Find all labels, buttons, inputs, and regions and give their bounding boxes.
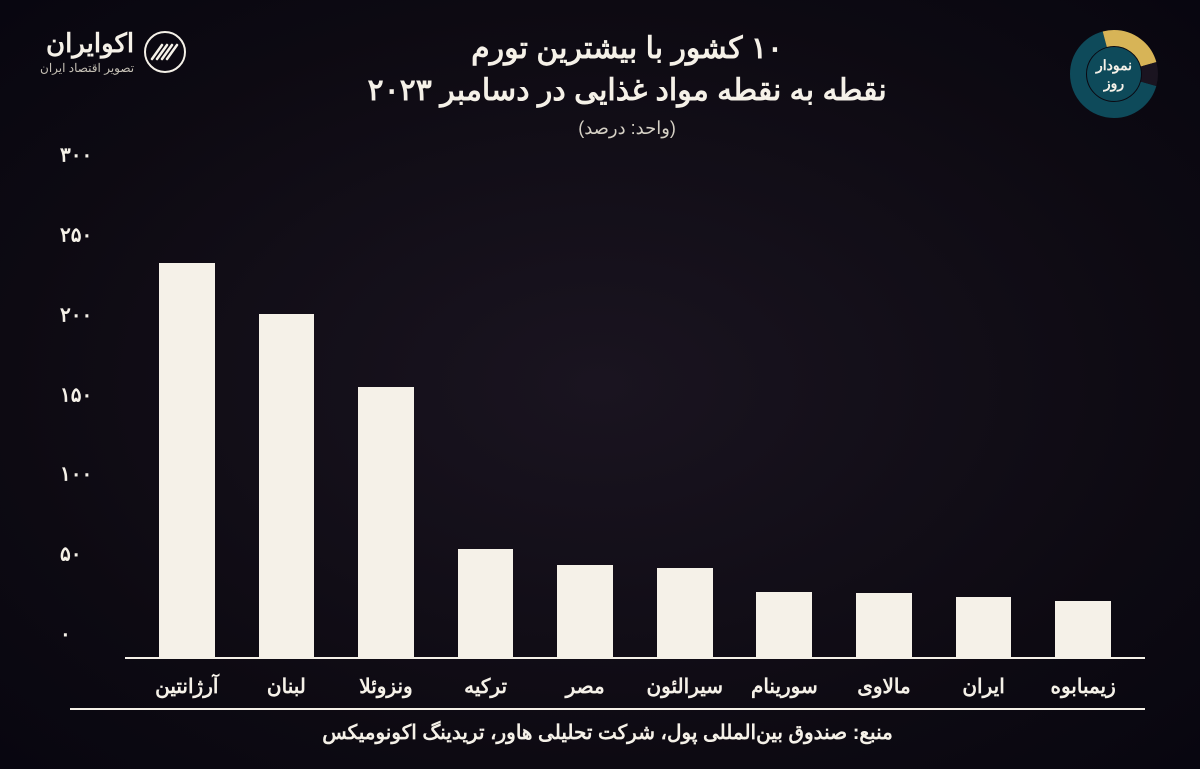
y-tick: ۱۰۰ (60, 462, 115, 487)
plot-area (125, 180, 1145, 659)
y-tick: ۲۵۰ (60, 222, 115, 247)
bar-wrap (137, 180, 237, 657)
bar (856, 593, 912, 657)
y-tick: ۱۵۰ (60, 382, 115, 407)
x-label: مصر (535, 674, 635, 699)
bar (358, 387, 414, 657)
logo-icon (144, 31, 186, 73)
y-tick: ۳۰۰ (60, 143, 115, 168)
x-label: آرژانتین (137, 674, 237, 699)
bar (259, 314, 315, 657)
bar-wrap (635, 180, 735, 657)
x-label: سیرالئون (635, 674, 735, 699)
y-axis: ۰۵۰۱۰۰۱۵۰۲۰۰۲۵۰۳۰۰ (60, 180, 120, 659)
x-label: زیمبابوه (1033, 674, 1133, 699)
bar-wrap (237, 180, 337, 657)
x-label: ونزوئلا (336, 674, 436, 699)
logo-name: اکوایران (40, 28, 134, 59)
bar-wrap (1033, 180, 1133, 657)
y-tick: ۰ (60, 622, 115, 647)
x-label: لبنان (237, 674, 337, 699)
badge-line1: نمودار (1096, 56, 1132, 74)
x-label: ایران (934, 674, 1034, 699)
bar-wrap (436, 180, 536, 657)
brand-logo: اکوایران تصویر اقتصاد ایران (40, 28, 186, 75)
title-block: ۱۰ کشور با بیشترین تورم نقطه به نقطه موا… (186, 28, 1068, 139)
y-tick: ۵۰ (60, 542, 115, 567)
bar-wrap (535, 180, 635, 657)
bar-wrap (834, 180, 934, 657)
x-label: مالاوی (834, 674, 934, 699)
source-footer: منبع: صندوق بین‌المللی پول، شرکت تحلیلی … (70, 708, 1145, 745)
bar (756, 592, 812, 657)
bar-wrap (934, 180, 1034, 657)
title-line-1: ۱۰ کشور با بیشترین تورم (206, 28, 1048, 70)
bar-wrap (336, 180, 436, 657)
title-line-2: نقطه به نقطه مواد غذایی در دسامبر ۲۰۲۳ (206, 70, 1048, 112)
header: نمودار روز ۱۰ کشور با بیشترین تورم نقطه … (0, 0, 1200, 149)
bar-chart: ۰۵۰۱۰۰۱۵۰۲۰۰۲۵۰۳۰۰ آرژانتینلبنانونزوئلات… (70, 180, 1145, 659)
bars-container (125, 180, 1145, 657)
daily-chart-badge: نمودار روز (1068, 28, 1160, 120)
bar (159, 263, 215, 657)
bar (557, 565, 613, 657)
bar (458, 549, 514, 657)
x-label: ترکیه (436, 674, 536, 699)
bar-wrap (735, 180, 835, 657)
bar (657, 568, 713, 657)
x-label: سورینام (735, 674, 835, 699)
unit-label: (واحد: درصد) (206, 118, 1048, 139)
bar (1055, 601, 1111, 657)
x-axis-labels: آرژانتینلبنانونزوئلاترکیهمصرسیرالئونسوری… (125, 674, 1145, 699)
y-tick: ۲۰۰ (60, 302, 115, 327)
bar (956, 597, 1012, 657)
badge-line2: روز (1096, 74, 1132, 92)
logo-sub: تصویر اقتصاد ایران (40, 61, 134, 75)
